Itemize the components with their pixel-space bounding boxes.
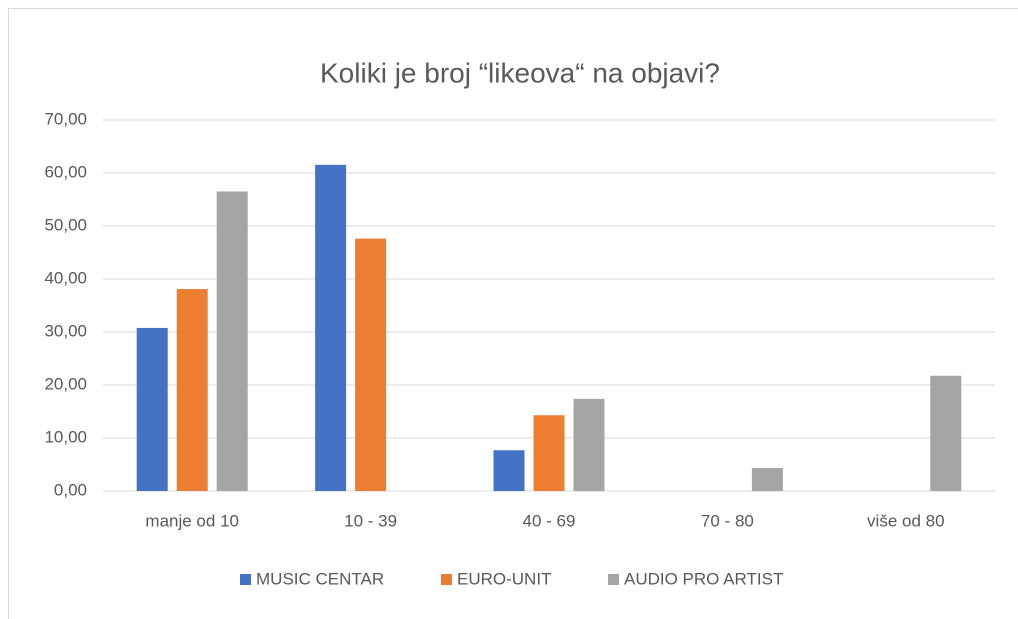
y-tick-label: 40,00 bbox=[44, 268, 87, 287]
legend-label: MUSIC CENTAR bbox=[256, 569, 384, 588]
chart-title: Koliki je broj “likeova“ na objavi? bbox=[320, 57, 720, 88]
y-tick-label: 50,00 bbox=[44, 215, 87, 234]
bar bbox=[493, 450, 525, 491]
x-tick-label: manje od 10 bbox=[145, 511, 239, 530]
legend-swatch bbox=[441, 574, 452, 585]
y-tick-label: 70,00 bbox=[44, 109, 87, 128]
bar bbox=[315, 164, 347, 491]
y-tick-label: 60,00 bbox=[44, 162, 87, 181]
x-tick-label: 40 - 69 bbox=[523, 511, 576, 530]
bar bbox=[136, 327, 168, 491]
legend-label: AUDIO PRO ARTIST bbox=[624, 569, 783, 588]
bar bbox=[355, 238, 387, 491]
bar bbox=[930, 375, 962, 491]
legend-swatch bbox=[240, 574, 251, 585]
bar bbox=[533, 415, 565, 491]
y-tick-label: 0,00 bbox=[54, 480, 87, 499]
y-tick-label: 20,00 bbox=[44, 374, 87, 393]
y-tick-label: 10,00 bbox=[44, 427, 87, 446]
legend-swatch bbox=[608, 574, 619, 585]
legend-label: EURO-UNIT bbox=[457, 569, 551, 588]
x-tick-label: 10 - 39 bbox=[344, 511, 397, 530]
y-tick-label: 30,00 bbox=[44, 321, 87, 340]
x-tick-label: više od 80 bbox=[867, 511, 945, 530]
bar bbox=[573, 398, 605, 491]
x-tick-label: 70 - 80 bbox=[701, 511, 754, 530]
bar bbox=[176, 289, 208, 491]
bar bbox=[216, 191, 248, 491]
bar bbox=[751, 467, 783, 491]
